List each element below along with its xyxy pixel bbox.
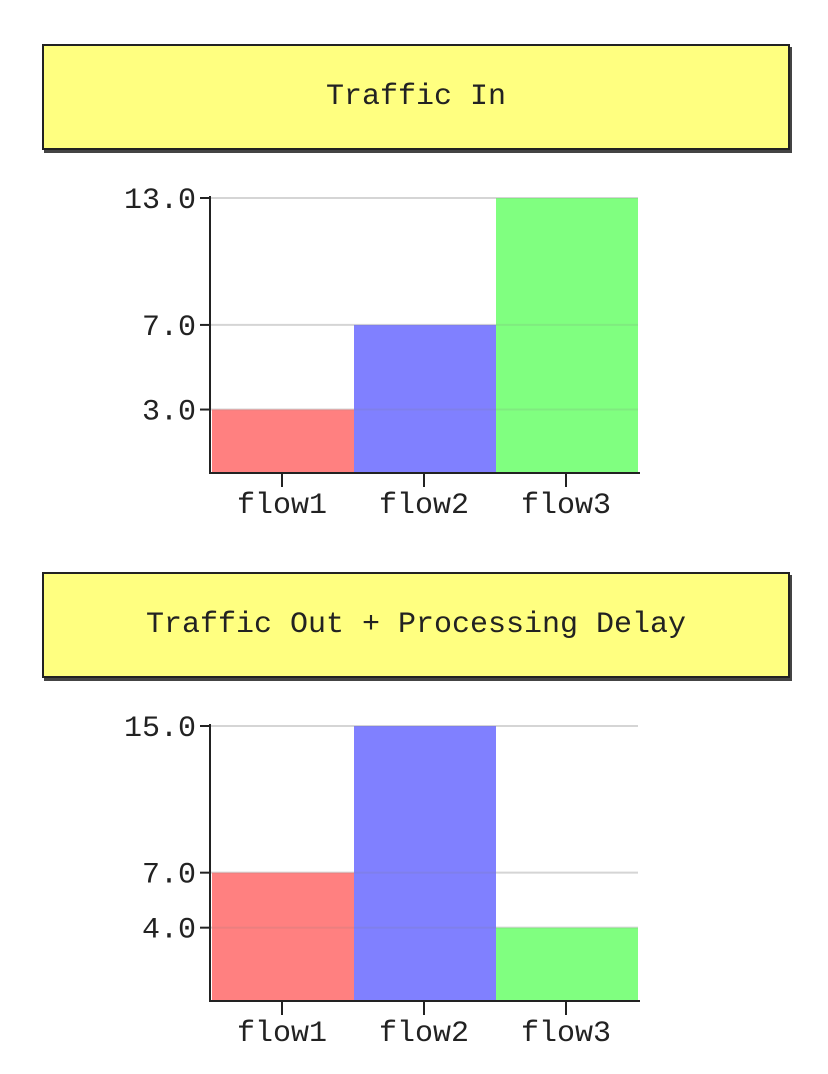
- bar-flow3: [496, 927, 638, 1001]
- x-tick-label: flow2: [379, 1017, 469, 1051]
- y-tick-label: 7.0: [142, 311, 196, 345]
- y-tick-label: 4.0: [142, 914, 196, 948]
- x-tick-label: flow1: [237, 489, 327, 523]
- bar-flow2: [354, 726, 496, 1001]
- x-tick-label: flow3: [521, 1017, 611, 1051]
- y-tick-label: 7.0: [142, 859, 196, 893]
- y-tick-label: 13.0: [124, 184, 196, 218]
- chart-2-title: Traffic Out + Processing Delay: [42, 572, 790, 678]
- bar-flow1: [212, 409, 354, 473]
- x-tick-label: flow2: [379, 489, 469, 523]
- chart-2: 4.0 7.0 15.0 flow1 flow2 flow3: [124, 712, 640, 1051]
- y-tick-label: 3.0: [142, 396, 196, 430]
- x-tick-label: flow1: [237, 1017, 327, 1051]
- bar-flow3: [496, 198, 638, 473]
- chart-1: 3.0 7.0 13.0 flow1 flow2 flow3: [124, 184, 640, 523]
- bar-flow2: [354, 324, 496, 473]
- x-tick-label: flow3: [521, 489, 611, 523]
- chart-1-title: Traffic In: [42, 44, 790, 150]
- bar-flow1: [212, 872, 354, 1001]
- y-tick-label: 15.0: [124, 712, 196, 746]
